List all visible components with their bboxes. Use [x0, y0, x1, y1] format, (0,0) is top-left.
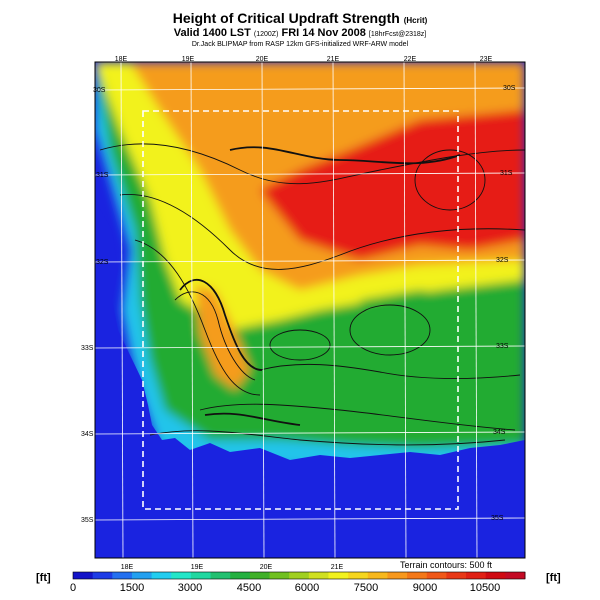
- title-main: Height of Critical Updraft Strength: [172, 10, 400, 26]
- colorbar-frame: [72, 571, 526, 580]
- lat-label-left-30s: 30S: [93, 87, 106, 94]
- terrain-note: Terrain contours: 500 ft: [400, 560, 493, 570]
- forecast-tag: [18hrFcst@2318z]: [368, 31, 427, 38]
- lon-label-top-18e: 18E: [115, 56, 128, 63]
- colorbar-swatch: [190, 572, 212, 579]
- lon-label-top-22e: 22E: [404, 56, 417, 63]
- colorbar-unit-left: [ft]: [36, 572, 51, 584]
- colorbar-swatch: [131, 572, 153, 579]
- colorbar: [72, 571, 526, 580]
- colorbar-swatch: [308, 572, 329, 579]
- colorbar-swatch: [446, 572, 467, 579]
- lon-label-top-20e: 20E: [256, 56, 269, 63]
- lat-label-right-30s: 30S: [503, 85, 516, 92]
- map-frame: [94, 61, 526, 559]
- lat-lon-grid: [95, 62, 525, 558]
- colorbar-swatch: [466, 572, 487, 579]
- lat-label-right-34s: 34S: [493, 429, 506, 436]
- lat-label-right-32s: 32S: [496, 257, 509, 264]
- colorbar-swatch: [171, 572, 192, 579]
- colorbar-swatch: [269, 572, 290, 579]
- colorbar-swatch: [348, 572, 369, 579]
- colorbar-swatch: [485, 572, 506, 579]
- lon-label-top-21e: 21E: [327, 56, 340, 63]
- model-credit: Dr.Jack BLIPMAP from RASP 12km GFS-initi…: [191, 41, 409, 48]
- lat-label-right-35s: 35S: [491, 515, 504, 522]
- colorbar-swatch: [230, 572, 251, 579]
- lat-label-left-32s: 32S: [96, 259, 109, 266]
- lat-label-left-34s: 34S: [81, 431, 94, 438]
- colorbar-tick: 7500: [354, 582, 378, 594]
- lon-label-bottom-19e: 19E: [191, 564, 204, 571]
- inner-domain-box: [142, 110, 459, 510]
- colorbar-tick: 3000: [178, 582, 202, 594]
- colorbar-tick: 1500: [120, 582, 144, 594]
- colorbar-swatch: [73, 572, 94, 579]
- ocean-mask: [95, 200, 525, 558]
- lat-label-left-31s: 31S: [96, 172, 109, 179]
- colorbar-tick: 0: [70, 582, 76, 594]
- valid-time: Valid 1400 LST: [173, 27, 251, 39]
- colorbar-swatch: [407, 572, 428, 579]
- valid-date: FRI 14 Nov 2008: [281, 27, 366, 39]
- colorbar-swatch: [426, 572, 447, 579]
- colorbar-swatch: [367, 572, 388, 579]
- lon-label-bottom-20e: 20E: [260, 564, 273, 571]
- terrain-contours: [99, 143, 525, 446]
- colorbar-tick: 10500: [470, 582, 501, 594]
- valid-utc: (1200Z): [253, 31, 279, 38]
- lon-label-bottom-18e: 18E: [121, 564, 134, 571]
- colorbar-swatch: [92, 572, 113, 579]
- title-suffix: (Hcrit): [403, 16, 428, 25]
- colorbar-ticks: 0 1500 3000 4500 6000 7500 9000 10500: [70, 582, 500, 594]
- lon-label-top-23e: 23E: [480, 56, 493, 63]
- lat-label-left-33s: 33S: [81, 345, 94, 352]
- colorbar-tick: 4500: [237, 582, 261, 594]
- lon-label-top-19e: 19E: [182, 56, 195, 63]
- colorbar-swatch: [112, 572, 133, 579]
- colorbar-unit-right: [ft]: [546, 572, 561, 584]
- valid-line: Valid 1400 LST (1200Z) FRI 14 Nov 2008 […: [0, 27, 600, 39]
- lat-label-right-31s: 31S: [500, 170, 513, 177]
- colorbar-swatch: [505, 572, 526, 579]
- forecast-field: [95, 62, 525, 472]
- colorbar-swatch: [289, 572, 310, 579]
- chart-title: Height of Critical Updraft Strength (Hcr…: [0, 10, 600, 26]
- colorbar-swatch: [210, 572, 231, 579]
- lat-label-left-35s: 35S: [81, 517, 94, 524]
- colorbar-swatch: [387, 572, 408, 579]
- colorbar-swatch: [249, 572, 271, 579]
- colorbar-tick: 9000: [413, 582, 437, 594]
- colorbar-tick: 6000: [295, 582, 319, 594]
- lat-label-right-33s: 33S: [496, 343, 509, 350]
- colorbar-swatch: [151, 572, 172, 579]
- lon-label-bottom-21e: 21E: [331, 564, 344, 571]
- colorbar-swatch: [328, 572, 349, 579]
